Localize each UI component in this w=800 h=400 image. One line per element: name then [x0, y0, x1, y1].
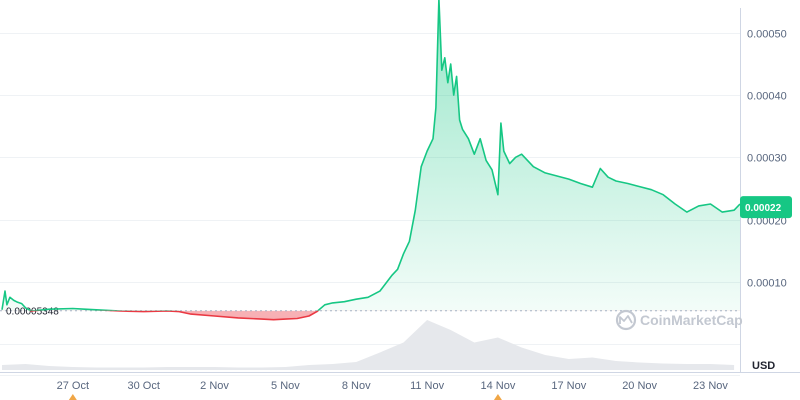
event-marker-icon[interactable] — [493, 394, 502, 400]
coinmarketcap-logo-icon — [615, 309, 637, 331]
volume-area — [2, 320, 735, 370]
y-tick-label: 0.00010 — [747, 278, 787, 290]
watermark: CoinMarketCap — [615, 309, 743, 331]
current-price-label: 0.00022 — [745, 203, 782, 214]
price-area — [2, 0, 740, 320]
x-tick-label: 17 Nov — [551, 380, 586, 392]
price-area-down — [30, 310, 318, 320]
y-tick-label: 0.00030 — [747, 153, 787, 165]
x-tick-label: 5 Nov — [271, 380, 300, 392]
watermark-text: CoinMarketCap — [640, 312, 743, 328]
y-tick-label: 0.00040 — [747, 91, 787, 103]
x-tick-label: 20 Nov — [622, 380, 657, 392]
price-line — [1, 0, 740, 321]
volume-bars — [2, 320, 735, 370]
x-tick-label: 27 Oct — [57, 380, 89, 392]
grid-lines — [0, 33, 740, 376]
x-tick-label: 23 Nov — [693, 380, 728, 392]
event-markers — [68, 394, 502, 400]
current-price-badge-bg — [740, 196, 792, 219]
price-area-up — [2, 0, 740, 311]
event-marker-icon[interactable] — [68, 394, 77, 400]
x-axis-ticks: 27 Oct 30 Oct 2 Nov 5 Nov 8 Nov 11 Nov 14 Nov 1… — [57, 380, 729, 392]
current-price-badge: 0.00022 — [740, 196, 792, 219]
y-tick-label: 0.00020 — [747, 216, 787, 228]
reference-price-label: 0.00005348 — [6, 307, 59, 318]
x-tick-label: 8 Nov — [342, 380, 371, 392]
x-tick-label: 2 Nov — [200, 380, 229, 392]
x-tick-label: 30 Oct — [127, 380, 159, 392]
price-line-up — [1, 0, 740, 311]
x-tick-label: 11 Nov — [410, 380, 445, 392]
x-tick-label: 14 Nov — [481, 380, 516, 392]
currency-label: USD — [752, 360, 775, 372]
y-tick-label: 0.00050 — [747, 29, 787, 41]
price-line-down — [29, 310, 320, 321]
y-axis-ticks: 0.00010 0.00020 0.00030 0.00040 0.00050 — [747, 29, 787, 290]
